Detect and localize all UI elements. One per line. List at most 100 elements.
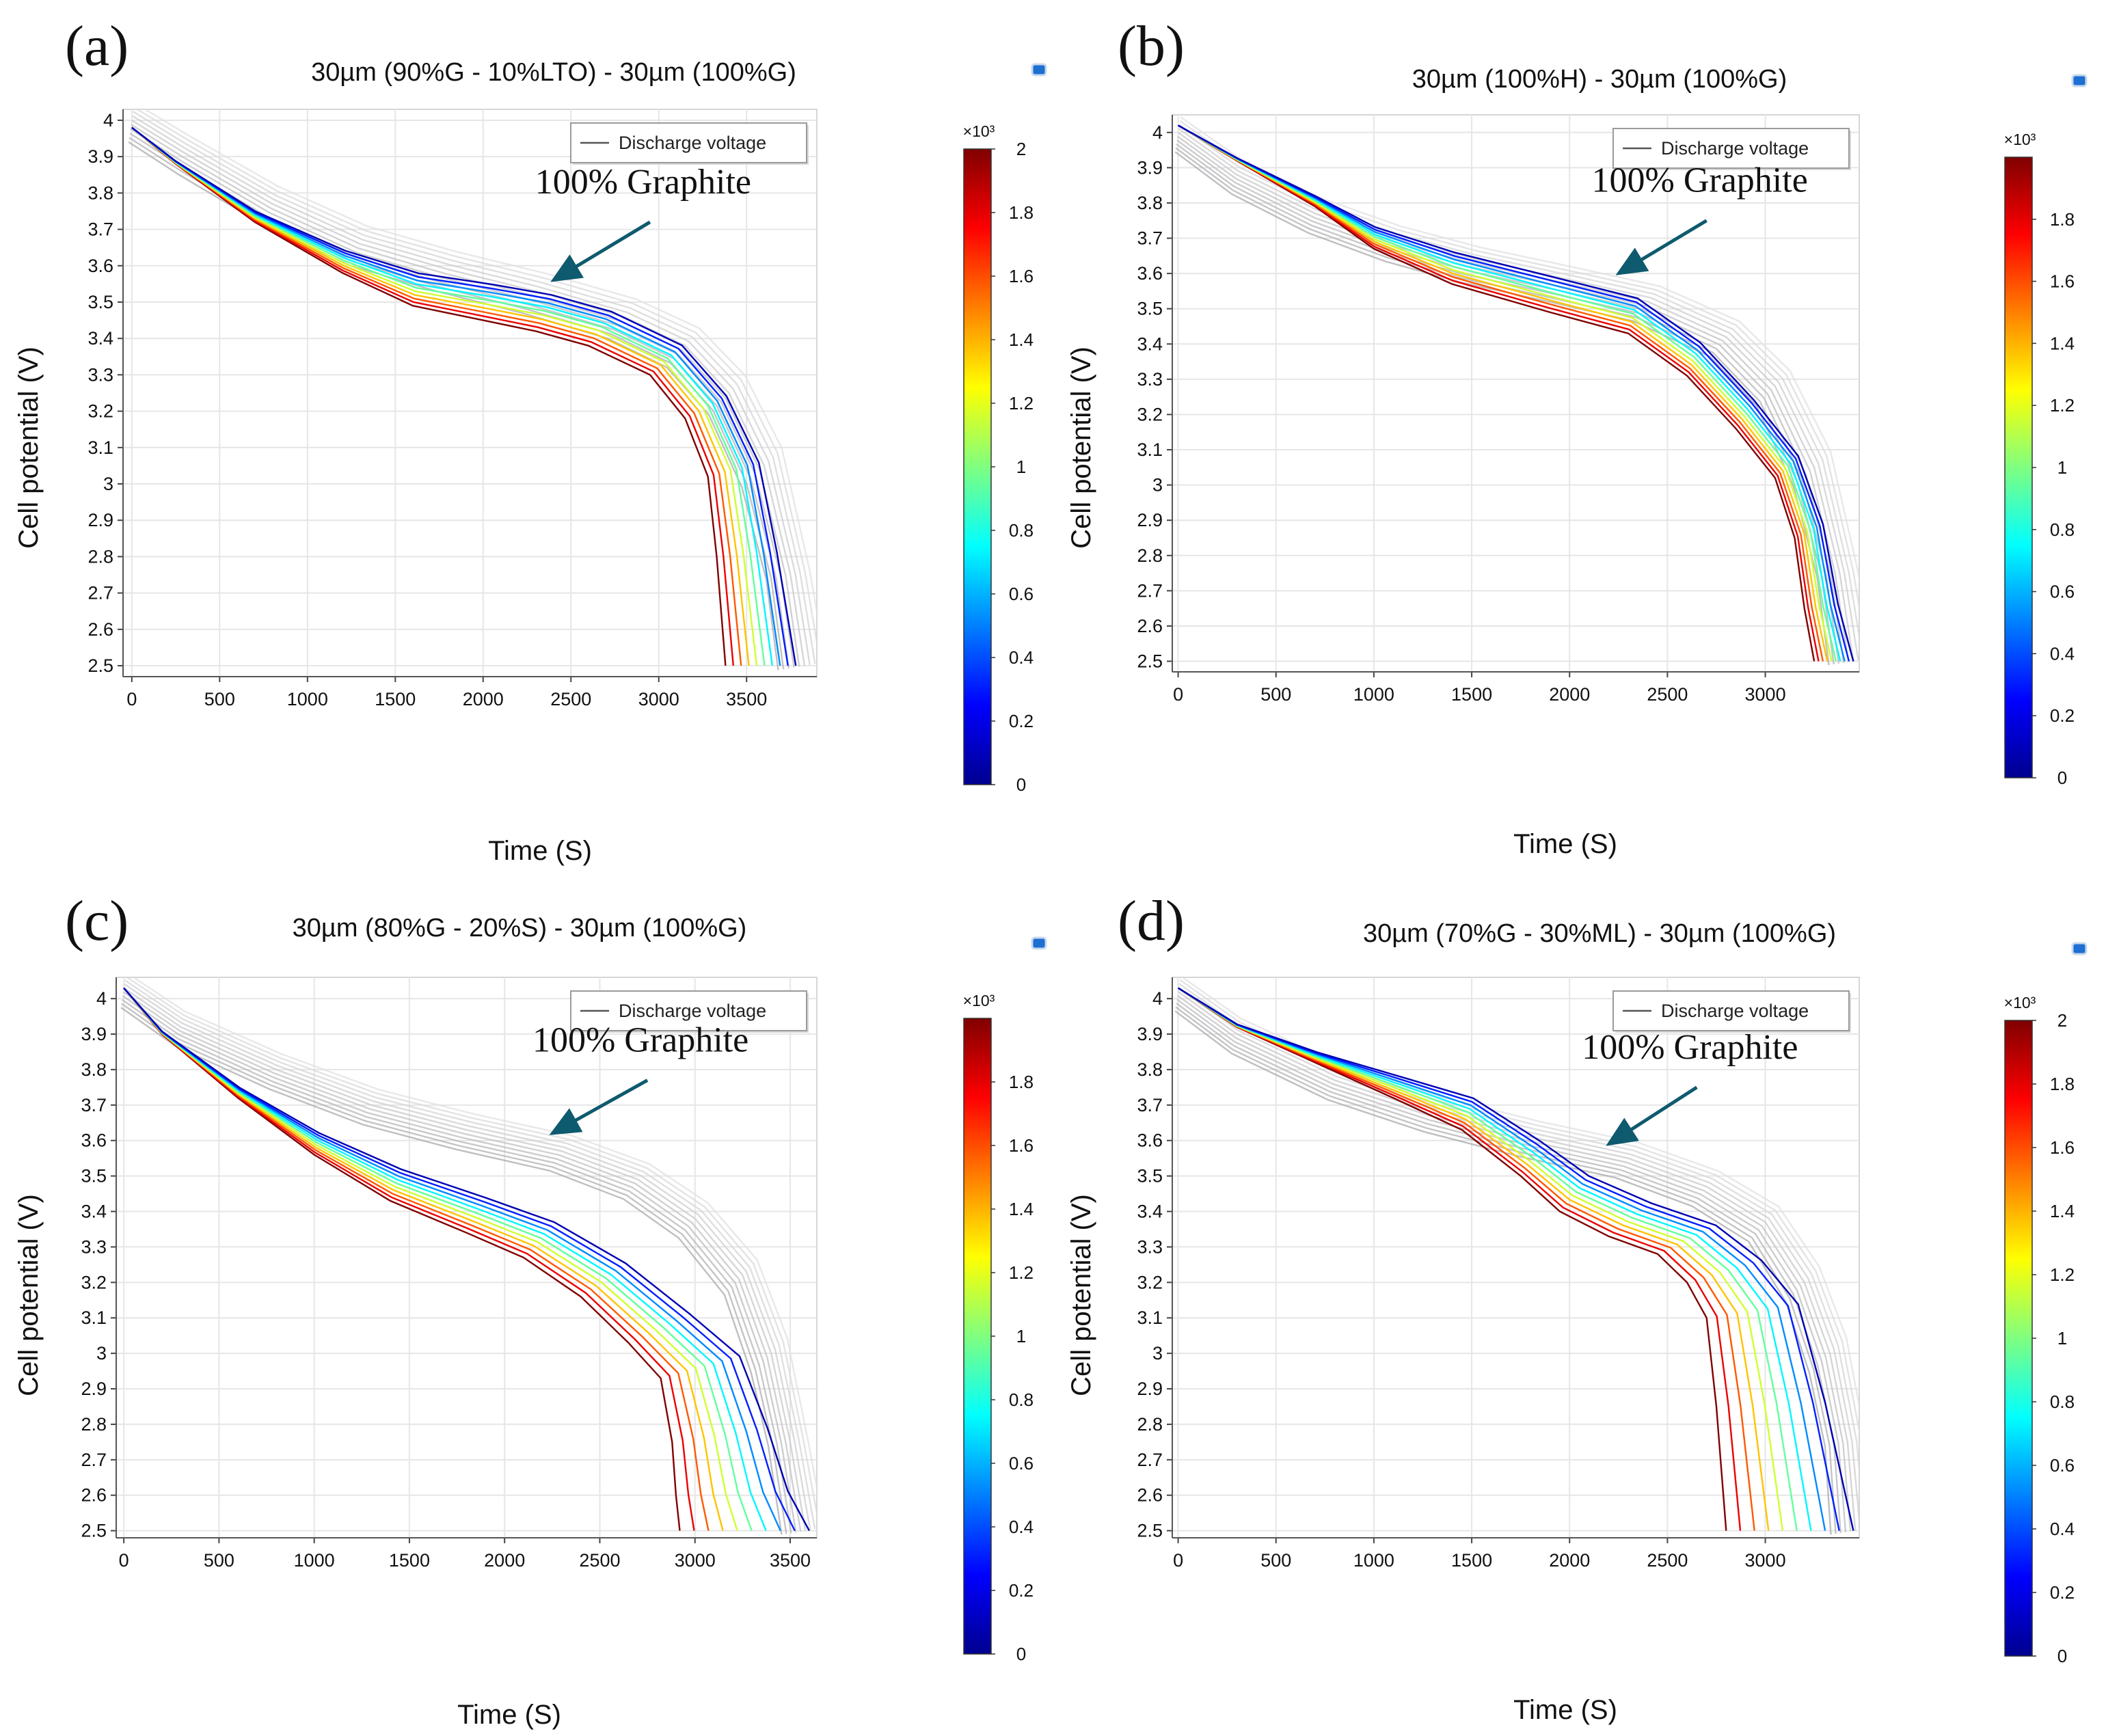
- legend-box: [1612, 990, 1850, 1031]
- colorbar-tick-label: 1.4: [2050, 333, 2075, 353]
- y-tick-label: 2.5: [81, 1521, 107, 1541]
- graphite-reference-line: [131, 119, 806, 666]
- x-axis-label: Time (S): [1513, 1695, 1617, 1725]
- colorbar-tick-label: 1.4: [2050, 1201, 2075, 1221]
- colorbar: [963, 148, 992, 785]
- legend-label: Discharge voltage: [1661, 138, 1809, 159]
- panel-letter: (a): [65, 14, 129, 78]
- colorbar: [2004, 157, 2033, 778]
- panel-letter: (b): [1118, 14, 1185, 78]
- y-tick-label: 3.2: [1137, 404, 1163, 424]
- y-tick-label: 2.7: [87, 583, 113, 603]
- colorbar-tick-label: 1.4: [1009, 329, 1034, 350]
- colorbar-tick-label: 0: [1016, 774, 1026, 795]
- annotation-arrow: [550, 220, 651, 282]
- x-tick-label: 2000: [1549, 1550, 1590, 1571]
- colorbar-tick-label: 0: [2057, 1646, 2067, 1666]
- x-tick-label: 500: [204, 689, 235, 709]
- y-tick-label: 4: [96, 988, 107, 1009]
- colorbar-tick-label: 0: [1016, 1644, 1026, 1664]
- discharge-voltage-line: [1177, 987, 1727, 1531]
- y-tick-label: 2.5: [1137, 651, 1163, 672]
- x-tick-label: 0: [1173, 1550, 1183, 1571]
- colorbar-tick-label: 1.2: [1009, 393, 1034, 413]
- colorbar-tick-label: 1.8: [2050, 1074, 2075, 1094]
- colorbar-tick-label: 1: [1016, 457, 1026, 477]
- graphite-reference-line: [1176, 994, 1852, 1532]
- x-axis-label: Time (S): [488, 836, 592, 866]
- chart-title: 30µm (100%H) - 30µm (100%G): [1412, 65, 1787, 94]
- graphite-annotation: 100% Graphite: [1582, 1028, 1798, 1067]
- x-tick-label: 0: [119, 1550, 129, 1571]
- graphite-reference-line: [121, 1003, 787, 1534]
- x-tick-label: 500: [1260, 684, 1291, 705]
- colorbar-tick-label: 1.6: [2050, 271, 2075, 292]
- x-tick-label: 3500: [770, 1550, 811, 1571]
- colorbar-tick-label: 1.6: [2050, 1137, 2075, 1158]
- y-axis-label: Cell potential (V): [1066, 347, 1096, 549]
- y-tick-label: 3.5: [1137, 299, 1163, 319]
- colorbar-exponent: ×10³: [963, 992, 995, 1009]
- y-tick-label: 3.7: [1137, 228, 1163, 249]
- colorbar-tick-label: 0.4: [2050, 1519, 2075, 1539]
- discharge-voltage-line: [123, 987, 810, 1532]
- chart-panel-3: (c) 30µm (80%G - 20%S) - 30µm (100%G) 0 500…: [14, 889, 1047, 1730]
- colorbar-tick-label: 0.8: [2050, 1392, 2075, 1412]
- annotation-arrow: [1606, 1085, 1698, 1146]
- graphite-reference-line: [124, 983, 811, 1530]
- colorbar-tick-label: 1: [2057, 1328, 2067, 1348]
- y-axis-label: Cell potential (V): [14, 347, 44, 549]
- discharge-voltage-line: [1178, 124, 1850, 662]
- y-tick-label: 3.2: [1137, 1272, 1163, 1292]
- colorbar: [963, 1018, 992, 1655]
- y-tick-label: 3.1: [87, 437, 113, 458]
- legend-box: [570, 122, 807, 163]
- x-tick-label: 3000: [1745, 684, 1786, 705]
- y-tick-label: 3.4: [87, 328, 113, 349]
- colorbar-tick-label: 0.4: [1009, 647, 1034, 668]
- discharge-voltage-line: [1177, 124, 1824, 662]
- y-tick-label: 2.9: [87, 510, 113, 530]
- colorbar-tick-label: 0.6: [1009, 584, 1034, 604]
- y-tick-label: 2.8: [1137, 1414, 1163, 1435]
- graphite-reference-line: [133, 111, 816, 664]
- colorbar-tick-label: 1.8: [1009, 202, 1034, 223]
- x-tick-label: 2000: [1549, 684, 1590, 705]
- plot-area: [116, 977, 818, 1538]
- y-axis-label: Cell potential (V): [1066, 1194, 1096, 1396]
- toolbar-icon: [2071, 942, 2088, 955]
- colorbar-tick-label: 0.6: [2050, 582, 2075, 602]
- legend-label: Discharge voltage: [1661, 1001, 1809, 1021]
- y-tick-label: 3.9: [87, 146, 113, 167]
- annotation-arrow: [549, 1079, 649, 1135]
- graphite-annotation: 100% Graphite: [532, 1021, 748, 1060]
- discharge-voltage-line: [131, 126, 750, 666]
- x-tick-label: 2500: [1647, 1550, 1688, 1571]
- discharge-voltage-line: [1177, 987, 1798, 1531]
- y-tick-label: 3.9: [81, 1024, 107, 1044]
- colorbar-tick-label: 0.4: [1009, 1517, 1034, 1537]
- graphite-reference-line: [135, 109, 817, 648]
- y-tick-label: 3: [96, 1343, 107, 1364]
- y-tick-label: 2.7: [81, 1450, 107, 1470]
- discharge-voltage-line: [123, 987, 710, 1531]
- colorbar-tick-label: 2: [2057, 1010, 2067, 1031]
- graphite-reference-line: [124, 979, 816, 1530]
- discharge-voltage-line: [1177, 987, 1770, 1531]
- colorbar-tick-label: 1.6: [1009, 1135, 1034, 1156]
- y-tick-label: 3.2: [87, 401, 113, 422]
- discharge-voltage-line: [131, 126, 734, 666]
- graphite-reference-line: [1177, 990, 1857, 1531]
- discharge-voltage-line: [131, 126, 781, 666]
- y-tick-label: 3.6: [1137, 263, 1163, 284]
- legend-label: Discharge voltage: [619, 1001, 766, 1021]
- discharge-voltage-line: [123, 987, 738, 1531]
- y-tick-label: 2.6: [1137, 1485, 1163, 1506]
- y-tick-label: 3.9: [1137, 1024, 1163, 1044]
- discharge-voltage-line: [1178, 124, 1841, 662]
- y-tick-label: 3.7: [87, 219, 113, 240]
- colorbar-tick-label: 0.4: [2050, 643, 2075, 664]
- chart-title: 30µm (70%G - 30%ML) - 30µm (100%G): [1363, 919, 1836, 948]
- y-tick-label: 2.6: [87, 619, 113, 640]
- discharge-voltage-line: [1177, 124, 1815, 662]
